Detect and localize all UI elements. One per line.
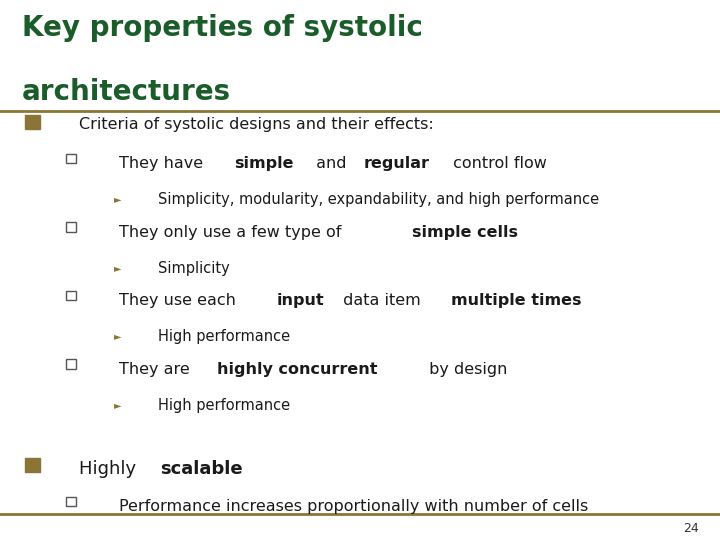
Text: ►: ►	[114, 194, 121, 205]
Text: ►: ►	[114, 332, 121, 342]
Text: Simplicity: Simplicity	[158, 261, 230, 276]
Text: control flow: control flow	[449, 156, 547, 171]
Bar	[66, 222, 76, 232]
Text: multiple times: multiple times	[451, 293, 582, 308]
Text: scalable: scalable	[161, 460, 243, 478]
Text: They only use a few type of: They only use a few type of	[119, 225, 346, 240]
Text: High performance: High performance	[158, 398, 291, 413]
Text: Criteria of systolic designs and their effects:: Criteria of systolic designs and their e…	[79, 117, 434, 132]
Text: ►: ►	[114, 263, 121, 273]
Text: ►: ►	[114, 400, 121, 410]
Text: by design: by design	[424, 362, 507, 377]
Text: regular: regular	[363, 156, 429, 171]
Bar	[66, 154, 76, 163]
Text: highly concurrent: highly concurrent	[217, 362, 377, 377]
Text: architectures: architectures	[22, 78, 230, 106]
Text: Key properties of systolic: Key properties of systolic	[22, 14, 423, 42]
Text: Highly: Highly	[79, 460, 142, 478]
Text: simple cells: simple cells	[413, 225, 518, 240]
Text: input: input	[276, 293, 324, 308]
Bar	[66, 497, 76, 506]
Text: They are: They are	[119, 362, 194, 377]
Bar	[66, 360, 76, 369]
Bar	[25, 115, 40, 130]
Bar	[25, 458, 40, 472]
Text: They use each: They use each	[119, 293, 240, 308]
Text: simple: simple	[234, 156, 294, 171]
Text: High performance: High performance	[158, 329, 291, 345]
Text: and: and	[311, 156, 351, 171]
Text: data item: data item	[338, 293, 426, 308]
Bar	[66, 291, 76, 300]
Text: 24: 24	[683, 522, 698, 535]
Text: They have: They have	[119, 156, 208, 171]
Text: Simplicity, modularity, expandability, and high performance: Simplicity, modularity, expandability, a…	[158, 192, 600, 207]
Text: Performance increases proportionally with number of cells: Performance increases proportionally wit…	[119, 499, 588, 514]
